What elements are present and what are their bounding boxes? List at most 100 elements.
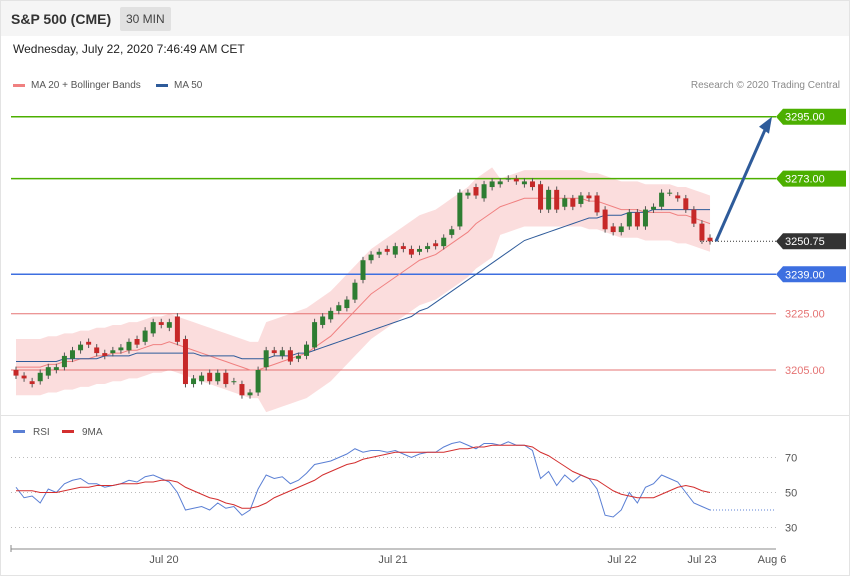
projection-arrow-line	[714, 127, 768, 242]
candle-body	[513, 178, 519, 182]
level-label-3205.00: 3205.00	[785, 365, 825, 377]
interval-selector[interactable]: 30 MIN	[120, 7, 171, 31]
candle-body	[295, 355, 301, 359]
level-label-3239.00: 3239.00	[785, 269, 825, 281]
candle-body	[481, 184, 487, 199]
rsi-series-RSI	[15, 441, 711, 518]
candle-body	[191, 378, 197, 385]
candle-body	[21, 375, 27, 379]
candle-body	[110, 350, 116, 354]
candle-body	[473, 187, 479, 196]
candle-body	[465, 192, 471, 196]
level-label-3250.75: 3250.75	[785, 236, 825, 248]
candle-body	[497, 181, 503, 185]
candle-body	[610, 226, 616, 233]
candle-body	[207, 372, 213, 382]
ma50-swatch	[156, 83, 168, 87]
candle-body	[352, 282, 358, 300]
rsi-tick-50: 50	[785, 488, 797, 500]
level-tag-3250.75	[776, 233, 846, 250]
candle-body	[231, 381, 237, 383]
candle-body	[602, 209, 608, 230]
legend-ma50: MA 50	[156, 80, 202, 91]
candle-body	[425, 246, 431, 249]
candle-body	[166, 322, 172, 328]
rsi-legend-swatch	[13, 430, 25, 433]
rsi-tick-30: 30	[785, 523, 797, 535]
candle-body	[586, 195, 592, 199]
x-axis: Jul 20 Jul 21 Jul 22 Jul 23 Aug 6	[10, 545, 787, 566]
candle-body	[570, 198, 576, 207]
candle-body	[78, 344, 84, 351]
candle-body	[707, 237, 713, 242]
candle-body	[320, 316, 326, 325]
candle-body	[118, 347, 124, 351]
candle-body	[667, 192, 673, 194]
level-label-3295.00: 3295.00	[785, 112, 825, 124]
candle-body	[376, 251, 382, 255]
candle-body	[594, 195, 600, 213]
level-tag-3239.00	[776, 266, 846, 283]
level-label-3225.00: 3225.00	[785, 309, 825, 321]
candle-body	[634, 212, 640, 227]
candle-body	[441, 237, 447, 247]
chart-header: S&P 500 (CME) 30 MIN	[1, 1, 849, 36]
candle-body	[13, 369, 19, 376]
chart-title: S&P 500 (CME)	[11, 11, 112, 27]
candle-body	[86, 341, 92, 345]
candle-body	[279, 350, 285, 356]
candle-body	[449, 229, 455, 235]
projection-arrow-head	[759, 116, 772, 134]
x-tick-label: Jul 20	[149, 554, 178, 566]
candle-body	[134, 339, 140, 345]
candle-body	[263, 350, 269, 368]
candle-body	[489, 181, 495, 188]
candle-body	[182, 339, 188, 385]
candle-body	[651, 206, 657, 210]
candle-body	[142, 330, 148, 342]
timestamp: Wednesday, July 22, 2020 7:46:49 AM CET	[13, 42, 245, 56]
candle-body	[174, 316, 180, 342]
candle-body	[578, 195, 584, 204]
candle-body	[271, 350, 277, 354]
candle-body	[562, 198, 568, 207]
rsi-tick-70: 70	[785, 453, 797, 465]
candle-body	[642, 209, 648, 227]
copyright: Research © 2020 Trading Central	[690, 80, 840, 91]
candle-body	[287, 350, 293, 362]
candle-body	[150, 322, 156, 334]
candle-body	[102, 353, 108, 356]
ma50-line	[16, 209, 711, 363]
candle-body	[554, 189, 560, 210]
candle-body	[392, 246, 398, 255]
candle-body	[53, 367, 59, 370]
moving-averages	[16, 197, 711, 371]
rsi-series-9MA	[16, 444, 711, 509]
candle-body	[239, 384, 245, 396]
candle-body	[69, 350, 75, 359]
candle-body	[328, 310, 334, 320]
bollinger-band	[16, 167, 711, 413]
candle-body	[126, 341, 132, 351]
rsi-legend-label: RSI	[33, 427, 50, 438]
candle-body	[408, 248, 414, 255]
candle-body	[360, 260, 366, 280]
candle-body	[215, 372, 221, 382]
x-tick-label: Aug 6	[758, 554, 787, 566]
candle-body	[344, 299, 350, 309]
candle-body	[618, 226, 624, 233]
candle-body	[626, 212, 632, 227]
candle-body	[417, 248, 422, 252]
candle-body	[29, 381, 35, 385]
rsi-ma-legend-swatch	[62, 430, 74, 433]
x-tick-label: Jul 23	[687, 554, 716, 566]
candle-body	[546, 189, 552, 210]
candle-body	[199, 375, 205, 382]
candle-body	[158, 322, 164, 325]
candle-body	[368, 254, 374, 261]
projection	[714, 116, 772, 242]
legend-ma20: MA 20 + Bollinger Bands	[13, 80, 141, 91]
candle-body	[529, 181, 535, 188]
candle-body	[312, 322, 318, 348]
